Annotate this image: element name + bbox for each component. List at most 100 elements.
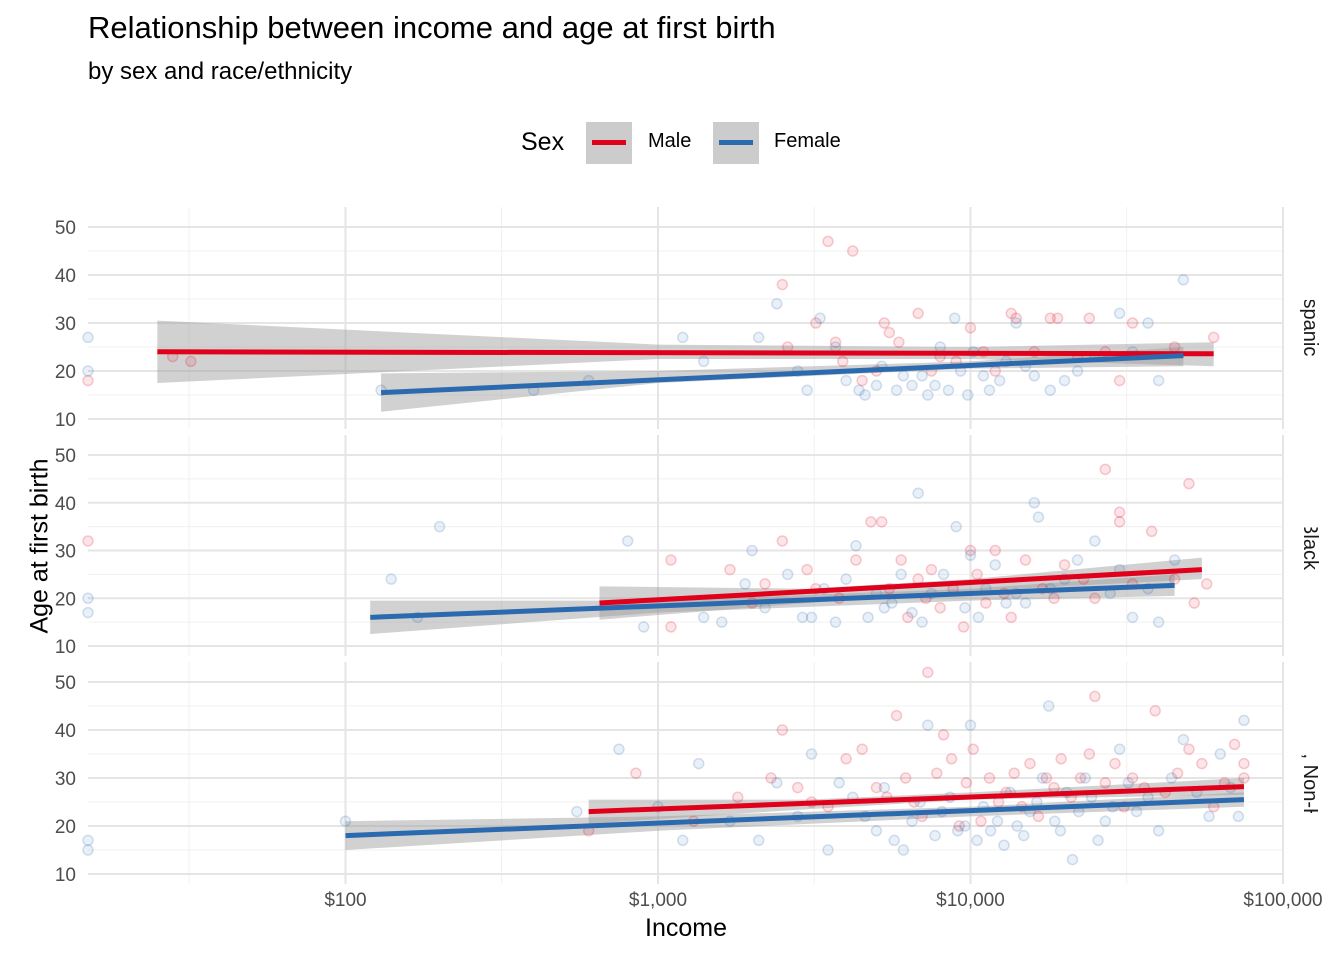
data-point-male [185, 355, 197, 368]
data-point-male [934, 602, 946, 614]
data-point-male [1010, 312, 1022, 324]
data-point-male [1089, 690, 1101, 703]
data-point-male [1113, 374, 1126, 387]
data-point-female [922, 719, 934, 731]
data-point-female [1177, 733, 1190, 746]
data-point-female [1048, 815, 1061, 827]
y-tick-label: 10 [55, 410, 76, 431]
data-point-female [1028, 497, 1041, 509]
data-point-male [840, 753, 852, 765]
data-point-male [1044, 312, 1057, 324]
data-point-male [960, 777, 973, 789]
data-point-female [781, 568, 794, 581]
data-point-female [1011, 820, 1023, 832]
legend-key-female [713, 122, 759, 164]
data-point-male [971, 568, 983, 581]
data-point-male [1113, 516, 1126, 528]
y-tick-label: 50 [55, 218, 76, 239]
data-point-female [1099, 815, 1112, 827]
fit-line-male [157, 349, 1214, 357]
data-point-male [856, 743, 868, 755]
data-point-male [791, 781, 804, 794]
data-point-male [759, 578, 771, 590]
x-tick-label: $100 [324, 890, 366, 911]
data-point-male [875, 516, 888, 528]
y-tick-label: 30 [55, 542, 76, 563]
data-point-male [776, 535, 789, 547]
data-point-female [959, 602, 971, 614]
chart-title: Relationship between income and age at f… [88, 10, 776, 45]
data-point-female [951, 825, 964, 837]
data-point-female [886, 597, 898, 609]
y-tick-label: 40 [55, 494, 76, 515]
data-point-male [1048, 781, 1060, 794]
data-point-male [82, 374, 94, 387]
data-point-female [1010, 317, 1022, 329]
data-point-female [878, 781, 891, 794]
data-point-female [950, 520, 962, 533]
data-point-male [665, 554, 677, 566]
legend-label-male: Male [648, 130, 692, 152]
data-point-male [1238, 772, 1250, 784]
data-point-female [1044, 384, 1057, 396]
data-point-male [856, 374, 868, 387]
data-point-male [829, 336, 842, 348]
data-point-female [977, 370, 990, 382]
data-point-female [1043, 700, 1055, 712]
x-tick-label: $1,000 [629, 890, 687, 911]
facet-strip-label: Black [1299, 521, 1321, 571]
y-tick-label: 50 [55, 446, 76, 467]
data-point-female [1203, 810, 1215, 823]
data-point-male [1048, 592, 1060, 604]
data-point-female [991, 815, 1004, 827]
data-point-male [732, 791, 744, 803]
data-point-female [870, 825, 883, 837]
data-point-male [1183, 743, 1195, 755]
data-point-male [1040, 772, 1053, 784]
fit-line-male [599, 567, 1202, 606]
data-point-male [1008, 767, 1020, 779]
data-point-male [1019, 554, 1032, 566]
data-point-female [833, 777, 845, 789]
data-point-female [916, 370, 928, 382]
data-point-female [752, 331, 765, 344]
data-point-male [810, 317, 822, 329]
x-axis-title: Income [645, 914, 727, 942]
y-tick-label: 40 [55, 266, 76, 287]
data-point-female [989, 559, 1001, 571]
data-point-female [1126, 611, 1139, 624]
data-point-male [776, 724, 789, 736]
data-point-female [796, 611, 809, 624]
data-point-male [1126, 317, 1139, 329]
data-point-male [957, 621, 970, 633]
data-point-female [771, 777, 783, 789]
data-point-male [925, 563, 938, 576]
data-point-male [1074, 772, 1087, 784]
data-point-female [771, 298, 783, 310]
data-point-male [899, 772, 912, 784]
data-point-female [1071, 365, 1084, 377]
data-point-female [829, 616, 842, 628]
data-point-female [840, 374, 852, 387]
data-point-male [1058, 559, 1071, 571]
data-point-female [972, 611, 985, 624]
y-tick-label: 50 [55, 673, 76, 694]
data-point-female [1089, 535, 1101, 547]
confidence-band-female [370, 574, 1175, 635]
data-point-female [1152, 825, 1165, 837]
data-point-male [902, 611, 914, 624]
data-point-female [1165, 772, 1178, 784]
data-point-female [676, 331, 689, 344]
data-point-female [82, 606, 94, 619]
data-point-male [82, 535, 94, 547]
data-point-male [1032, 810, 1045, 823]
data-point-female [1058, 374, 1071, 387]
data-point-female [1238, 714, 1250, 727]
data-point-male [1238, 757, 1250, 770]
data-point-female [897, 370, 910, 382]
data-point-female [922, 389, 934, 401]
facet-strip-label: Non-Black, Non-Hispanic [1299, 661, 1321, 884]
data-point-female [929, 829, 941, 842]
data-point-female [971, 834, 983, 847]
